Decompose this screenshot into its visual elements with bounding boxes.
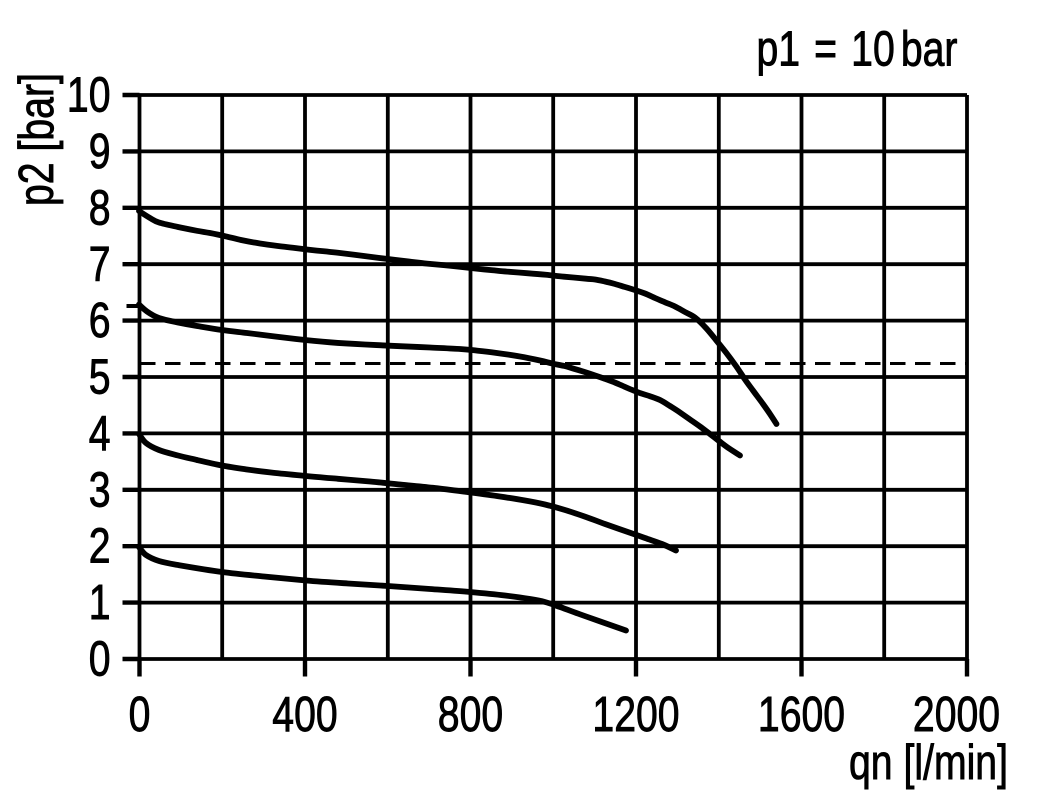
- svg-text:9: 9: [89, 125, 111, 179]
- svg-text:2000: 2000: [913, 688, 1000, 742]
- svg-text:5: 5: [89, 350, 111, 404]
- svg-text:6: 6: [89, 294, 111, 348]
- svg-text:8: 8: [89, 181, 111, 235]
- svg-text:2: 2: [89, 520, 111, 574]
- svg-text:400: 400: [272, 688, 337, 742]
- svg-text:1200: 1200: [592, 688, 679, 742]
- svg-text:p2 [bar]: p2 [bar]: [10, 73, 64, 206]
- svg-text:1: 1: [89, 576, 111, 630]
- svg-text:0: 0: [89, 632, 111, 686]
- svg-text:p1 = 10 bar: p1 = 10 bar: [757, 22, 958, 76]
- svg-text:0: 0: [129, 688, 151, 742]
- svg-text:qn [l/min]: qn [l/min]: [849, 736, 1008, 790]
- svg-text:10: 10: [67, 68, 111, 122]
- svg-text:4: 4: [89, 407, 111, 461]
- svg-text:7: 7: [89, 238, 111, 292]
- svg-text:3: 3: [89, 463, 111, 517]
- svg-text:1600: 1600: [758, 688, 845, 742]
- svg-text:800: 800: [438, 688, 503, 742]
